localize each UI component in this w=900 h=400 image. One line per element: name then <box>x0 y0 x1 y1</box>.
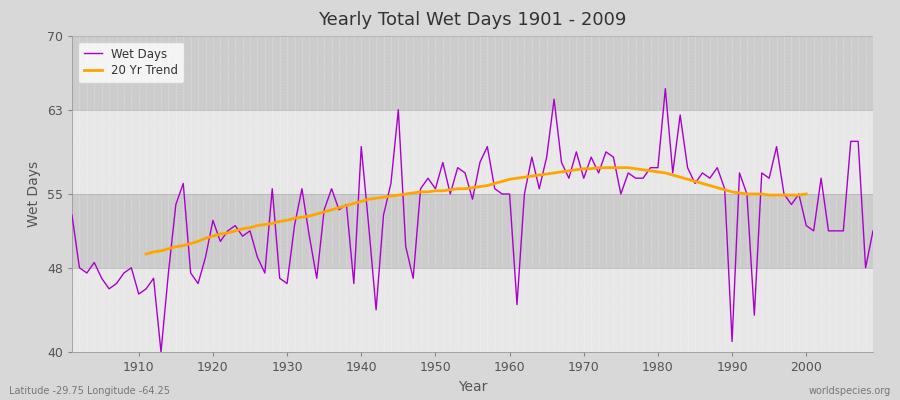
Text: worldspecies.org: worldspecies.org <box>809 386 891 396</box>
20 Yr Trend <box>230 228 240 233</box>
Wet Days <box>660 86 670 91</box>
Wet Days <box>67 213 77 218</box>
Bar <box>72 268 873 352</box>
Wet Days <box>504 192 515 196</box>
Wet Days <box>296 186 307 191</box>
Title: Yearly Total Wet Days 1901 - 2009: Yearly Total Wet Days 1901 - 2009 <box>319 11 626 29</box>
Wet Days <box>341 202 352 207</box>
Wet Days <box>511 302 522 307</box>
Line: 20 Yr Trend: 20 Yr Trend <box>146 168 806 254</box>
Wet Days <box>600 150 611 154</box>
Text: Latitude -29.75 Longitude -64.25: Latitude -29.75 Longitude -64.25 <box>9 386 170 396</box>
20 Yr Trend <box>140 252 151 256</box>
X-axis label: Year: Year <box>458 380 487 394</box>
Wet Days <box>156 350 166 354</box>
20 Yr Trend <box>341 203 352 208</box>
Wet Days <box>868 228 878 233</box>
Bar <box>72 194 873 268</box>
20 Yr Trend <box>608 165 619 170</box>
20 Yr Trend <box>712 185 723 190</box>
20 Yr Trend <box>778 193 789 198</box>
Bar <box>72 110 873 194</box>
Bar <box>72 36 873 110</box>
20 Yr Trend <box>697 181 707 186</box>
20 Yr Trend <box>801 192 812 196</box>
Line: Wet Days: Wet Days <box>72 89 873 352</box>
20 Yr Trend <box>593 165 604 170</box>
Legend: Wet Days, 20 Yr Trend: Wet Days, 20 Yr Trend <box>78 42 184 83</box>
Y-axis label: Wet Days: Wet Days <box>27 161 41 227</box>
Wet Days <box>126 265 137 270</box>
